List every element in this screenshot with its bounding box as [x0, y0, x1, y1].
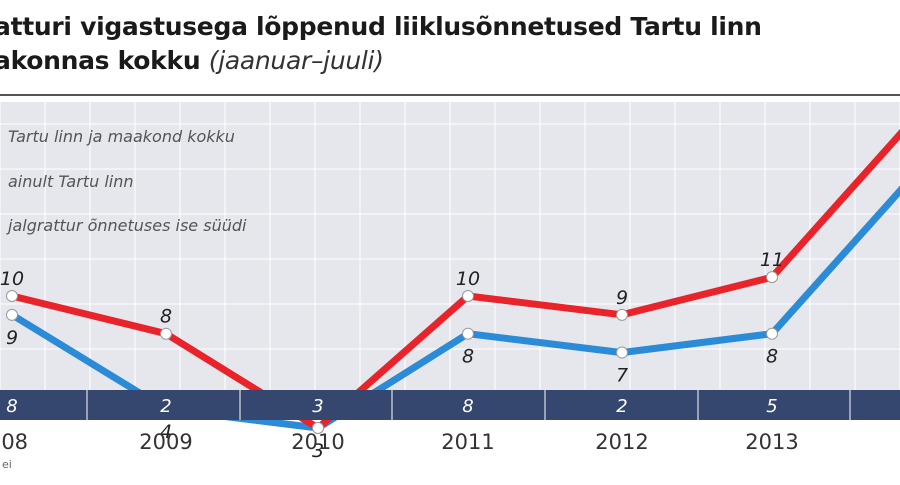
marker-tartu-linn [6, 308, 18, 321]
data-label-tartu-linn: 9 [6, 327, 18, 349]
fault-value: 5 [766, 396, 777, 417]
marker-tartu-linn [462, 327, 474, 340]
title-line-2-main: akonnas kokku [0, 46, 201, 75]
legend-entry: jalgrattur õnnetuses ise süüdi [6, 216, 247, 235]
data-label-tartu-linn: 8 [462, 346, 474, 368]
marker-tartu-linn [616, 346, 628, 359]
data-label-kokku: 11 [760, 249, 784, 271]
chart-title: atturi vigastusega lõppenud liiklusõnnet… [0, 10, 900, 78]
title-line-1: atturi vigastusega lõppenud liiklusõnnet… [0, 12, 762, 41]
marker-kokku [160, 327, 172, 340]
x-tick-label: 008 [0, 430, 28, 454]
data-label-kokku: 10 [456, 268, 480, 290]
title-line-2: akonnas kokku (jaanuar–juuli) [0, 44, 900, 78]
data-label-tartu-linn: 8 [766, 346, 778, 368]
x-tick-label: 2009 [139, 430, 192, 454]
source-note: ei [2, 458, 12, 471]
data-label-kokku: 9 [616, 287, 628, 309]
x-tick-label: 2011 [441, 430, 494, 454]
fault-value: 2 [616, 396, 627, 417]
marker-tartu-linn [766, 327, 778, 340]
legend-entry: Tartu linn ja maakond kokku [8, 127, 235, 146]
marker-kokku [766, 271, 778, 284]
marker-kokku [6, 290, 18, 302]
data-label-kokku: 10 [0, 268, 24, 290]
x-tick-label: 2010 [291, 430, 344, 454]
line-chart: Tartu linn ja maakond kokku ainult Tartu … [0, 102, 900, 471]
marker-kokku [462, 290, 474, 302]
marker-kokku [312, 421, 324, 434]
data-label-kokku: 8 [160, 306, 172, 328]
x-tick-label: 2013 [745, 430, 798, 454]
fault-band [0, 390, 900, 420]
fault-value: 8 [6, 396, 17, 417]
marker-kokku [616, 308, 628, 321]
x-tick-label: 2012 [595, 430, 648, 454]
data-label-tartu-linn: 3 [312, 440, 324, 462]
legend-entry: ainult Tartu linn [8, 172, 133, 191]
title-period: (jaanuar–juuli) [208, 46, 384, 75]
data-label-tartu-linn: 7 [616, 365, 628, 387]
fault-value: 8 [462, 396, 473, 417]
title-divider [0, 94, 900, 96]
data-label-tartu-linn: 4 [160, 421, 172, 443]
fault-value: 2 [160, 396, 171, 417]
fault-value: 3 [312, 396, 323, 417]
